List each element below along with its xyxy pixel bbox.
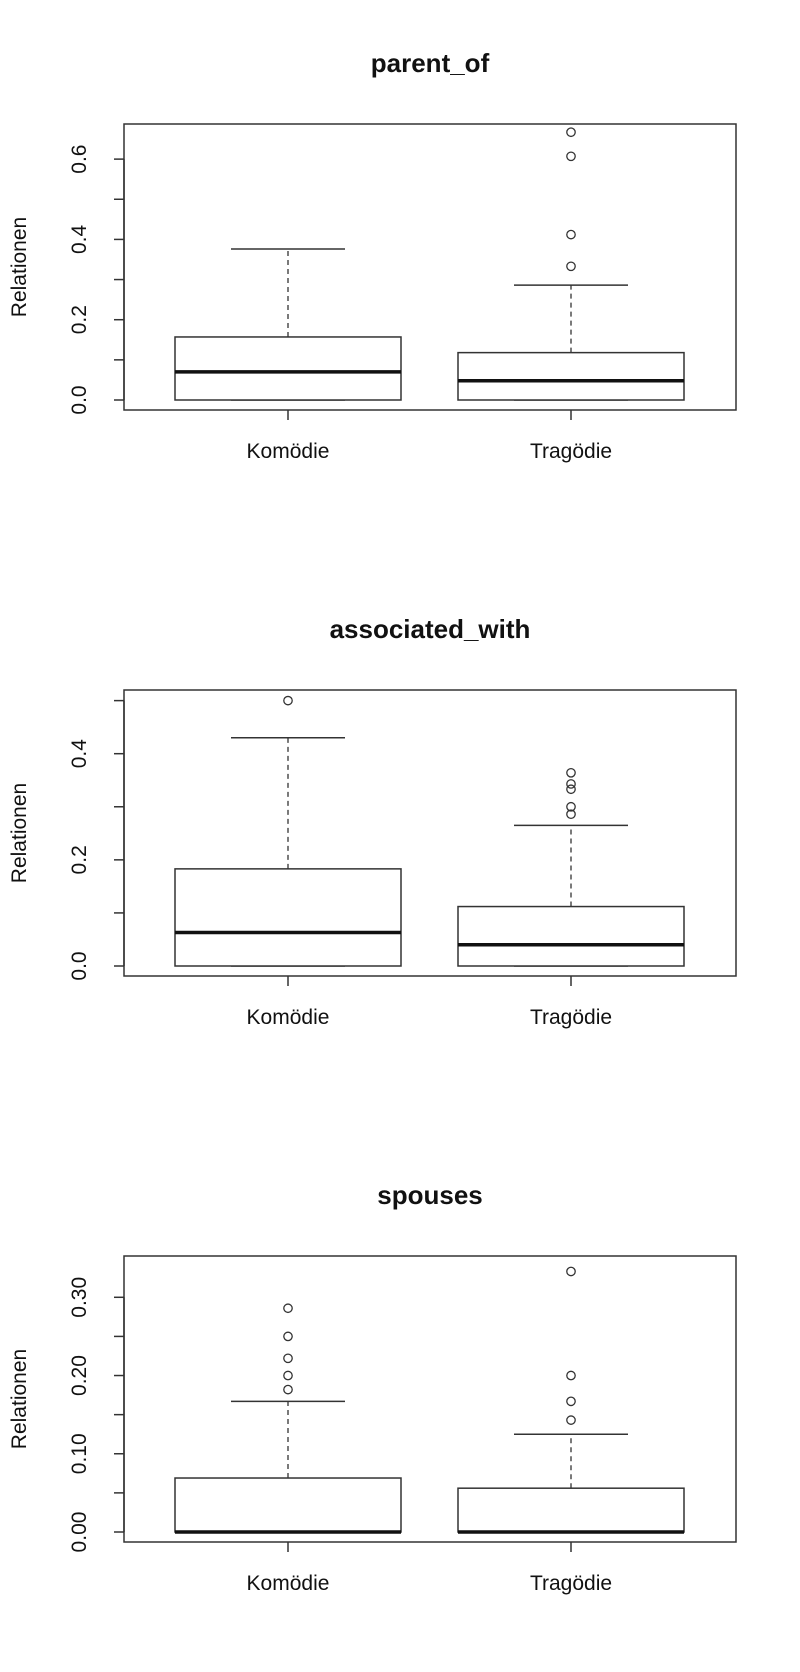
outlier-point bbox=[566, 779, 576, 789]
outlier-point bbox=[566, 1370, 576, 1381]
y-tick-label: 0.0 bbox=[68, 385, 91, 414]
outlier-point bbox=[566, 809, 576, 820]
box-komoedie bbox=[174, 1303, 402, 1534]
iqr-box bbox=[457, 1487, 685, 1533]
x-category-label: Tragödie bbox=[530, 1006, 612, 1029]
chart-panel-associated-with: associated_with 0.0 0.2 0.4 Relationen Komödi… bbox=[8, 614, 737, 1029]
iqr-box bbox=[174, 1477, 402, 1533]
outlier-point bbox=[566, 1396, 576, 1407]
y-tick-label: 0.2 bbox=[68, 305, 91, 334]
iqr-box bbox=[174, 868, 402, 967]
outlier-point bbox=[283, 1370, 293, 1381]
outlier-point bbox=[566, 784, 576, 795]
outlier-point bbox=[566, 767, 576, 778]
outlier-point bbox=[283, 1353, 293, 1364]
iqr-box bbox=[457, 905, 685, 967]
outlier-point bbox=[283, 1384, 293, 1395]
chart-title: spouses bbox=[377, 1180, 483, 1210]
chart-panel-spouses: spouses 0.00 0.10 0.20 0.30 Relationen Komödie… bbox=[8, 1180, 737, 1595]
outlier-point bbox=[566, 801, 576, 812]
box-tragoedie bbox=[457, 1266, 685, 1534]
y-axis-label: Relationen bbox=[8, 1349, 31, 1449]
iqr-box bbox=[457, 351, 685, 401]
y-tick-label: 0.6 bbox=[68, 145, 91, 174]
y-tick-label: 0.00 bbox=[68, 1512, 91, 1553]
x-category-label: Komödie bbox=[247, 1006, 330, 1029]
y-tick-label: 0.4 bbox=[68, 739, 91, 769]
y-tick-label: 0.20 bbox=[68, 1355, 91, 1396]
outlier-point bbox=[566, 1266, 576, 1277]
outlier-point bbox=[566, 1415, 576, 1425]
box-tragoedie bbox=[457, 767, 685, 967]
box-komoedie bbox=[174, 695, 402, 967]
x-category-label: Komödie bbox=[247, 440, 330, 463]
x-category-label: Tragödie bbox=[530, 1572, 612, 1595]
outlier-point bbox=[566, 151, 576, 162]
chart-title: associated_with bbox=[330, 614, 531, 644]
outlier-point bbox=[283, 695, 293, 706]
outlier-point bbox=[283, 1331, 293, 1342]
y-tick-label: 0.30 bbox=[68, 1277, 91, 1318]
x-category-label: Komödie bbox=[247, 1572, 330, 1595]
chart-title: parent_of bbox=[371, 48, 490, 78]
y-tick-label: 0.0 bbox=[68, 951, 91, 980]
box-tragoedie bbox=[457, 127, 685, 401]
x-category-label: Tragödie bbox=[530, 440, 612, 463]
y-tick-label: 0.10 bbox=[68, 1433, 91, 1474]
y-tick-label: 0.4 bbox=[68, 224, 91, 254]
iqr-box bbox=[174, 336, 402, 401]
y-axis-label: Relationen bbox=[8, 783, 31, 883]
chart-panel-parent-of: parent_of 0.0 0.2 0.4 0.6 Relationen Komödie Tr… bbox=[8, 48, 737, 463]
outlier-point bbox=[566, 229, 576, 240]
y-axis-label: Relationen bbox=[8, 217, 31, 317]
box-komoedie bbox=[174, 248, 402, 401]
y-tick-label: 0.2 bbox=[68, 845, 91, 874]
outlier-point bbox=[566, 127, 576, 138]
outlier-point bbox=[566, 261, 576, 272]
outlier-point bbox=[283, 1303, 293, 1314]
